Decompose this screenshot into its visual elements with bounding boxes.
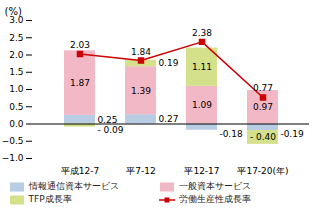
svg-text:0.27: 0.27 xyxy=(158,114,178,124)
svg-text:平7-12: 平7-12 xyxy=(126,166,155,176)
svg-text:平12-17: 平12-17 xyxy=(184,166,219,176)
svg-text:- 0.09: - 0.09 xyxy=(97,125,123,135)
svg-text:2.5: 2.5 xyxy=(9,33,23,43)
html-text:一般資本サービス: 一般資本サービス xyxy=(178,181,251,191)
html-text:TFP成長率: TFP成長率 xyxy=(28,194,72,204)
svg-text:1.09: 1.09 xyxy=(192,100,212,110)
svg-text:2.03: 2.03 xyxy=(70,40,90,50)
svg-text:2.0: 2.0 xyxy=(9,50,24,60)
svg-text:2.38: 2.38 xyxy=(192,28,212,38)
svg-text:1.11: 1.11 xyxy=(192,62,212,72)
svg-text:1.84: 1.84 xyxy=(131,47,151,57)
html-text:労働生産性成長率: 労働生産性成長率 xyxy=(178,194,251,204)
svg-text:1.0: 1.0 xyxy=(9,84,24,94)
html-text:情報通信資本サービス: 情報通信資本サービス xyxy=(28,181,119,191)
svg-text:1.39: 1.39 xyxy=(131,86,151,96)
svg-text:0.25: 0.25 xyxy=(97,115,117,125)
svg-text:0.97: 0.97 xyxy=(253,102,273,112)
svg-text:0.5: 0.5 xyxy=(9,102,23,112)
svg-text:- 0.40: - 0.40 xyxy=(250,132,276,142)
svg-text:−0.5: −0.5 xyxy=(2,136,24,146)
svg-text:-0.19: -0.19 xyxy=(280,129,304,139)
svg-text:平17-20(年): 平17-20(年) xyxy=(237,166,288,176)
svg-text:1.5: 1.5 xyxy=(9,67,23,77)
svg-text:3.0: 3.0 xyxy=(9,15,24,25)
svg-text:0.19: 0.19 xyxy=(158,58,178,68)
svg-text:-0.18: -0.18 xyxy=(219,129,243,139)
svg-text:−1.0: −1.0 xyxy=(2,153,24,163)
svg-text:0.77: 0.77 xyxy=(253,83,273,93)
svg-text:0.0: 0.0 xyxy=(9,119,24,129)
svg-text:(%): (%) xyxy=(5,6,22,17)
svg-text:平成12-7: 平成12-7 xyxy=(61,166,99,176)
svg-text:1.87: 1.87 xyxy=(70,78,90,88)
